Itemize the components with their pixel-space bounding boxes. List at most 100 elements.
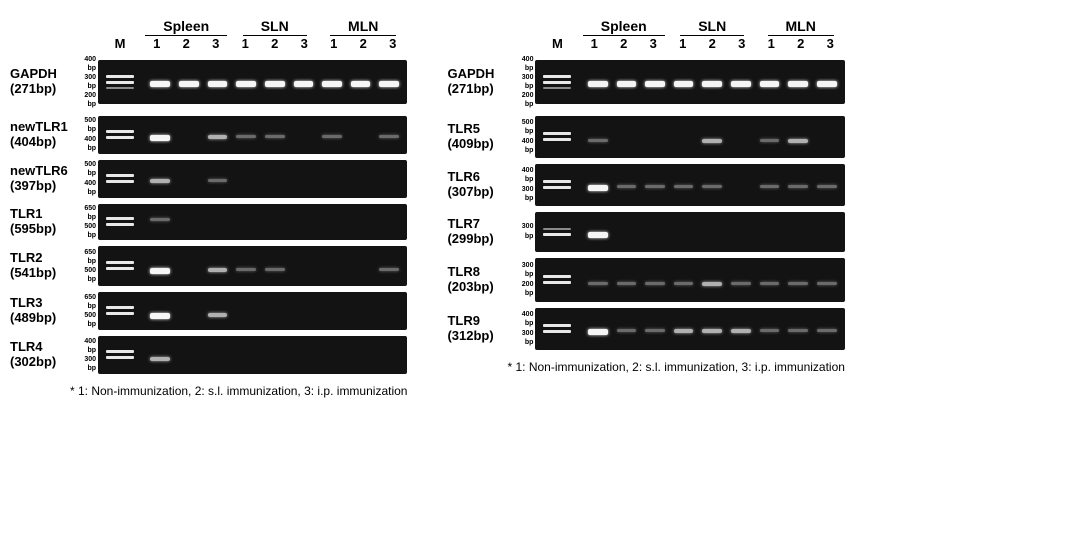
lane-number: 2 bbox=[349, 36, 379, 51]
band bbox=[150, 81, 170, 87]
lane bbox=[205, 292, 230, 330]
lane-number: 2 bbox=[260, 36, 290, 51]
lane bbox=[234, 204, 259, 240]
band bbox=[208, 81, 228, 87]
lane bbox=[614, 164, 639, 206]
sample-lanes bbox=[142, 292, 407, 330]
lane bbox=[262, 116, 287, 154]
lane bbox=[234, 116, 259, 154]
lane bbox=[234, 336, 259, 374]
ladder-band bbox=[543, 87, 571, 89]
lane bbox=[814, 164, 839, 206]
lane bbox=[700, 116, 725, 158]
ladder-band bbox=[106, 130, 134, 133]
tissue-header: SpleenSLNMLN bbox=[447, 18, 844, 34]
lane bbox=[348, 160, 373, 198]
lane bbox=[205, 204, 230, 240]
lane bbox=[786, 116, 811, 158]
gel-image bbox=[535, 116, 844, 158]
gel-row: TLR2(541bp)650 bp500 bp bbox=[10, 246, 407, 286]
gene-label: TLR9(312bp) bbox=[447, 314, 517, 344]
lane bbox=[291, 336, 316, 374]
lane bbox=[177, 292, 202, 330]
lane bbox=[786, 60, 811, 104]
lane bbox=[291, 160, 316, 198]
lane bbox=[757, 308, 782, 350]
gene-label: TLR8(203bp) bbox=[447, 265, 517, 295]
ladder-band bbox=[106, 356, 134, 359]
lane bbox=[348, 336, 373, 374]
ladder-lane bbox=[535, 212, 579, 252]
ladder-band bbox=[106, 87, 134, 89]
band bbox=[788, 139, 808, 143]
lane-number: 3 bbox=[727, 36, 757, 51]
lane-number: 3 bbox=[378, 36, 408, 51]
marker-sizes: 650 bp500 bp bbox=[80, 204, 98, 240]
ladder-band bbox=[543, 132, 571, 135]
sample-lanes bbox=[579, 116, 844, 158]
lane bbox=[614, 116, 639, 158]
lane bbox=[148, 204, 173, 240]
band bbox=[731, 81, 751, 87]
tissue-group-label: MLN bbox=[756, 18, 844, 34]
lane bbox=[291, 246, 316, 286]
lane bbox=[757, 60, 782, 104]
band bbox=[208, 179, 228, 182]
lane-number: 1 bbox=[756, 36, 786, 51]
marker-sizes: 500 bp400 bp bbox=[517, 118, 535, 154]
gene-label: GAPDH(271bp) bbox=[10, 67, 80, 97]
band bbox=[379, 268, 399, 271]
tissue-group-label: Spleen bbox=[142, 18, 230, 34]
lane bbox=[643, 212, 668, 252]
band bbox=[236, 135, 256, 138]
gene-label: TLR4(302bp) bbox=[10, 340, 80, 370]
gene-label: TLR1(595bp) bbox=[10, 207, 80, 237]
ladder-lane bbox=[98, 160, 142, 198]
lane-number-row: M123123123 bbox=[10, 36, 407, 51]
band bbox=[760, 139, 780, 142]
lane bbox=[348, 60, 373, 104]
lane-number: 1 bbox=[579, 36, 609, 51]
lane bbox=[320, 204, 345, 240]
band bbox=[379, 135, 399, 138]
lane bbox=[177, 336, 202, 374]
ladder-band bbox=[543, 75, 571, 78]
gel-row: TLR7(299bp)300 bp bbox=[447, 212, 844, 252]
ladder-band bbox=[543, 281, 571, 284]
gel-image bbox=[98, 336, 407, 374]
lane-number: 2 bbox=[172, 36, 202, 51]
band bbox=[645, 329, 665, 332]
marker-sizes: 650 bp500 bp bbox=[80, 248, 98, 284]
lane bbox=[729, 212, 754, 252]
marker-sizes: 400 bp300 bp200 bp bbox=[517, 55, 535, 110]
lane bbox=[177, 60, 202, 104]
gel-row: TLR8(203bp)300 bp200 bp bbox=[447, 258, 844, 302]
gene-label: newTLR6(397bp) bbox=[10, 164, 80, 194]
band bbox=[179, 81, 199, 87]
tissue-group-label: SLN bbox=[668, 18, 756, 34]
band bbox=[150, 313, 170, 319]
lane bbox=[234, 246, 259, 286]
band bbox=[817, 329, 837, 332]
lane bbox=[814, 60, 839, 104]
lane bbox=[585, 60, 610, 104]
marker-sizes: 500 bp400 bp bbox=[80, 116, 98, 152]
gel-image bbox=[535, 308, 844, 350]
lane bbox=[348, 292, 373, 330]
band bbox=[617, 329, 637, 332]
band bbox=[788, 185, 808, 188]
sample-lanes bbox=[142, 246, 407, 286]
ladder-band bbox=[106, 136, 134, 139]
gene-label: TLR6(307bp) bbox=[447, 170, 517, 200]
lane bbox=[291, 204, 316, 240]
band bbox=[617, 185, 637, 188]
ladder-band bbox=[543, 228, 571, 230]
footer-legend: * 1: Non-immunization, 2: s.l. immunizat… bbox=[447, 360, 844, 374]
lane bbox=[814, 116, 839, 158]
gel-row: newTLR1(404bp)500 bp400 bp bbox=[10, 116, 407, 154]
lane bbox=[320, 160, 345, 198]
ladder-band bbox=[106, 306, 134, 309]
tissue-group-label: SLN bbox=[230, 18, 318, 34]
ladder-band bbox=[106, 261, 134, 264]
sample-lanes bbox=[142, 336, 407, 374]
